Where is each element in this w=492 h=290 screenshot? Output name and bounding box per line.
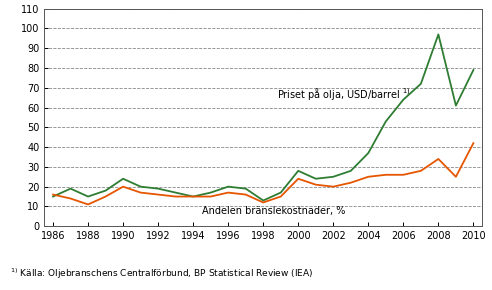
Text: Andelen bränslekostnader, %: Andelen bränslekostnader, % bbox=[202, 206, 345, 216]
Text: $^{1)}$ Källa: Oljebranschens Centralförbund, BP Statistical Review (IEA): $^{1)}$ Källa: Oljebranschens Centralför… bbox=[10, 267, 313, 281]
Text: Priset på olja, USD/barrel $^{1)}$: Priset på olja, USD/barrel $^{1)}$ bbox=[277, 86, 411, 102]
